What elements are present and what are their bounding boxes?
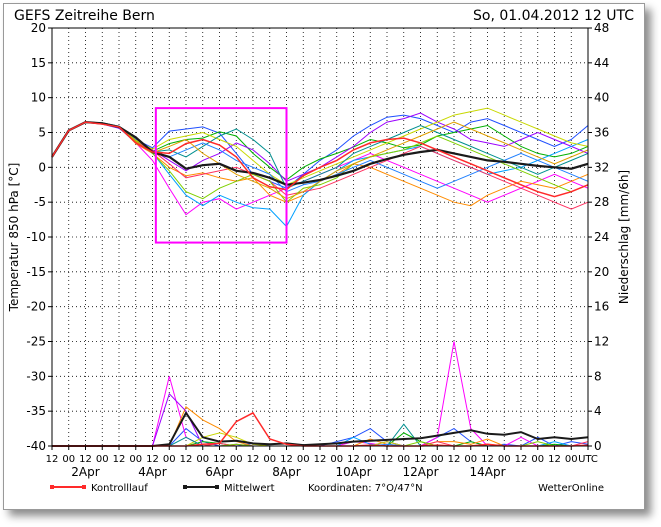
coordinates: Koordinaten: 7°O/47°N — [308, 483, 423, 494]
left-tick-label: -30 — [26, 369, 46, 383]
x-tick-label: 12 — [146, 454, 159, 465]
left-tick-label: 20 — [31, 21, 46, 35]
member-precip-line — [52, 341, 588, 447]
left-tick-label: 10 — [31, 91, 46, 105]
left-tick-label: -10 — [26, 230, 46, 244]
left-tick-label: -40 — [26, 439, 46, 453]
left-tick-label: -25 — [26, 335, 46, 349]
mean-precip-line — [52, 410, 589, 447]
date-label: 8Apr — [272, 465, 300, 479]
x-tick-label: 00 — [565, 454, 578, 465]
date-label: 6Apr — [205, 465, 233, 479]
x-tick-label: 12 — [180, 454, 193, 465]
right-tick-label: 28 — [594, 195, 609, 209]
right-tick-label: 12 — [594, 335, 609, 349]
x-tick-label: 00 — [364, 454, 377, 465]
x-tick-label: 00 — [330, 454, 343, 465]
x-tick-label: 12 — [448, 454, 461, 465]
right-axis-label: Niederschlag [mm/6h] — [617, 170, 631, 304]
x-tick-label: 00 — [397, 454, 410, 465]
right-tick-label: 4 — [594, 404, 602, 418]
legend-control-swatch — [50, 485, 86, 489]
control-precip-line — [52, 411, 589, 447]
x-tick-label: 12 — [247, 454, 260, 465]
x-axis-ticks: 12 00 12 00 12 00 12 00 12 00 12 00 12 00 12 00 12 00 12 00… — [46, 446, 598, 479]
x-tick-label: 00 — [498, 454, 511, 465]
x-tick-label: 00 — [96, 454, 109, 465]
x-tick-label: 12 — [113, 454, 126, 465]
x-tick-label: 12 — [213, 454, 226, 465]
member-temperature-line — [51, 114, 589, 189]
run-info: So, 01.04.2012 12 UTC — [473, 8, 634, 24]
chart-frame: GEFS Zeitreihe Bern So, 01.04.2012 12 UT… — [3, 3, 645, 510]
left-tick-label: -35 — [26, 404, 46, 418]
x-tick-label: 12 — [481, 454, 494, 465]
date-label: 12Apr — [402, 465, 438, 479]
x-tick-label: 00 — [196, 454, 209, 465]
grid — [52, 28, 588, 446]
date-label: 4Apr — [138, 465, 166, 479]
right-tick-label: 48 — [594, 21, 609, 35]
x-tick-label: 00 — [297, 454, 310, 465]
left-tick-label: -5 — [34, 195, 46, 209]
brand-label: WetterOnline — [538, 483, 604, 494]
x-tick-label: 00 — [230, 454, 243, 465]
x-tick-label: 00 — [62, 454, 75, 465]
right-tick-label: 16 — [594, 300, 609, 314]
right-tick-label: 40 — [594, 91, 609, 105]
right-tick-label: 0 — [594, 439, 602, 453]
ensemble-chart: GEFS Zeitreihe Bern So, 01.04.2012 12 UT… — [7, 8, 634, 494]
x-tick-label: 00 — [531, 454, 544, 465]
right-tick-label: 24 — [594, 230, 609, 244]
right-tick-label: 20 — [594, 265, 609, 279]
member-temperature-line — [51, 107, 589, 186]
control-temperature-line — [51, 121, 589, 198]
x-tick-label: 12 — [347, 454, 360, 465]
x-tick-label: 12 — [314, 454, 327, 465]
x-tick-label: 12 — [414, 454, 427, 465]
x-tick-label: 12 — [280, 454, 293, 465]
x-tick-label: 12 — [381, 454, 394, 465]
left-tick-label: 5 — [38, 126, 46, 140]
left-axis-label: Temperatur 850 hPa [°C] — [7, 163, 21, 313]
mean-temperature-line — [51, 120, 589, 186]
x-tick-label: UTC — [578, 454, 598, 465]
x-tick-label: 00 — [163, 454, 176, 465]
chart-title: GEFS Zeitreihe Bern — [14, 8, 155, 24]
right-tick-label: 36 — [594, 126, 609, 140]
member-series — [51, 107, 589, 447]
date-label: 2Apr — [71, 465, 99, 479]
x-tick-label: 00 — [129, 454, 142, 465]
x-tick-label: 00 — [263, 454, 276, 465]
right-tick-label: 44 — [594, 56, 609, 70]
right-tick-label: 32 — [594, 160, 609, 174]
date-label: 14Apr — [469, 465, 505, 479]
member-precip-line — [52, 392, 588, 447]
date-label: 10Apr — [335, 465, 371, 479]
x-tick-label: 12 — [515, 454, 528, 465]
x-tick-label: 00 — [431, 454, 444, 465]
x-tick-label: 12 — [548, 454, 561, 465]
x-tick-label: 12 — [79, 454, 92, 465]
left-tick-label: 0 — [38, 160, 46, 174]
legend: Kontrolllauf Mittelwert Koordinaten: 7°O… — [50, 483, 604, 494]
highlight-box — [154, 107, 288, 244]
left-tick-label: -15 — [26, 265, 46, 279]
x-tick-label: 12 — [46, 454, 59, 465]
x-tick-label: 00 — [464, 454, 477, 465]
right-tick-label: 8 — [594, 369, 602, 383]
left-axis-ticks: 20 15 10 5 0 -5 -10 -15 -20 -25 -30 -35 -40 — [26, 21, 52, 453]
left-tick-label: 15 — [31, 56, 46, 70]
legend-mean-swatch — [183, 485, 219, 489]
legend-mean-label: Mittelwert — [224, 483, 275, 494]
legend-control-label: Kontrolllauf — [91, 483, 148, 494]
left-tick-label: -20 — [26, 300, 46, 314]
